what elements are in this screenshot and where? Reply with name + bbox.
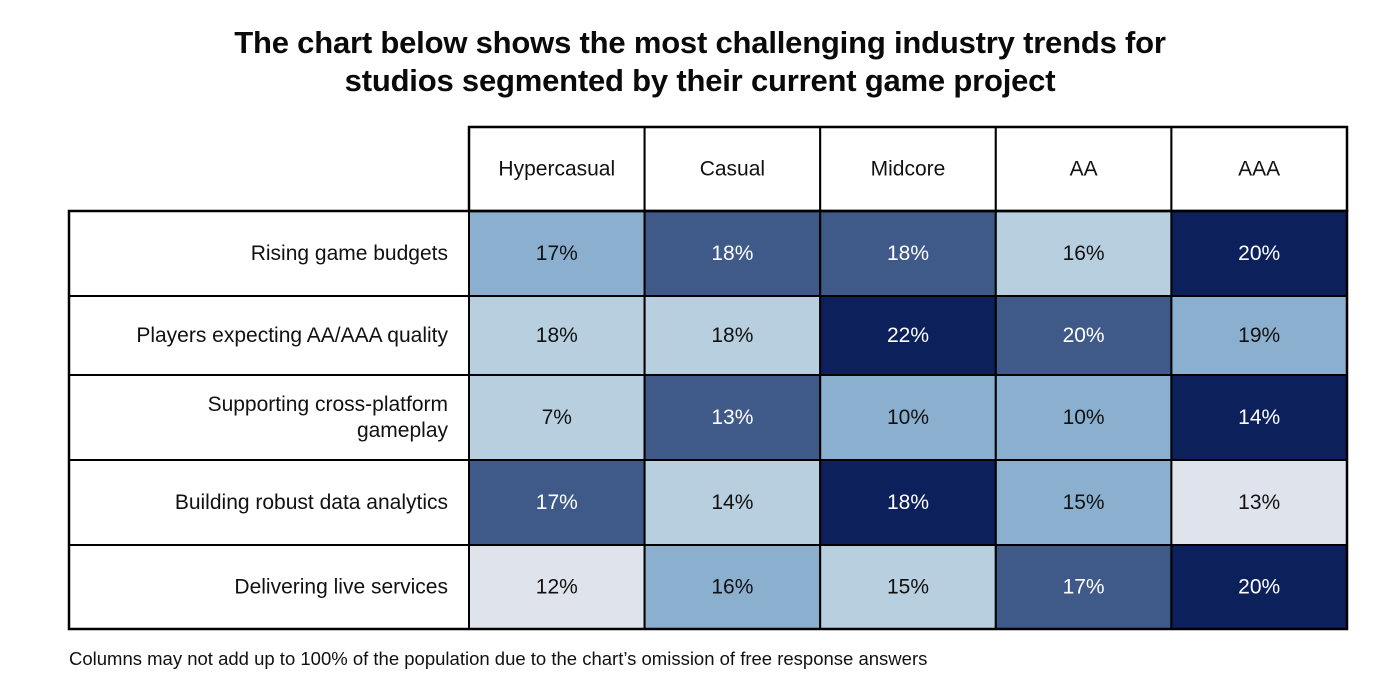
heatmap-cell-value: 20% (1238, 576, 1280, 599)
heatmap-cell-value: 22% (887, 324, 929, 347)
heatmap-cell-value: 18% (887, 491, 929, 514)
body-border (67, 209, 1349, 631)
heatmap-cell (468, 374, 646, 461)
heatmap-cell (994, 210, 1173, 297)
row-label-cell (68, 295, 470, 376)
heatmap-cell-value: 20% (1238, 242, 1280, 265)
heatmap-cell (994, 459, 1173, 546)
heatmap-cell-value: 15% (887, 576, 929, 599)
heatmap-cell-value: 12% (536, 576, 578, 599)
heatmap-cell-value: 18% (536, 324, 578, 347)
row-label: Rising game budgets (251, 242, 448, 265)
heatmap-cell-value: 20% (1063, 324, 1105, 347)
footnote: Columns may not add up to 100% of the po… (69, 648, 928, 669)
heatmap-cell (643, 295, 822, 376)
heatmap-cell-value: 18% (711, 324, 753, 347)
column-header-label: Hypercasual (498, 158, 615, 181)
heatmap-cell (468, 295, 646, 376)
column-header-cell (1170, 126, 1349, 212)
column-header-label: AAA (1238, 158, 1280, 181)
heatmap-cell-value: 17% (1063, 576, 1105, 599)
row-label: Delivering live services (234, 576, 448, 599)
column-header-label: Casual (700, 158, 765, 181)
row-label: gameplay (357, 419, 449, 442)
heatmap-cell-value: 10% (1063, 406, 1105, 429)
heatmap-cell-value: 15% (1063, 491, 1105, 514)
heatmap-cell (643, 210, 822, 297)
column-header-label: AA (1070, 158, 1098, 181)
row-label: Supporting cross-platform (208, 393, 448, 416)
heatmap-cell (994, 374, 1173, 461)
heatmap-cell-value: 16% (1063, 242, 1105, 265)
heatmap-cell-value: 14% (1238, 406, 1280, 429)
heatmap-cell-value: 7% (542, 406, 572, 429)
heatmap-cell-value: 10% (887, 406, 929, 429)
heatmap-cell (819, 544, 997, 630)
row-label: Building robust data analytics (175, 491, 448, 514)
heatmap-cell (1170, 459, 1349, 546)
heatmap-cell (994, 544, 1173, 630)
heatmap-cell-value: 13% (711, 406, 753, 429)
heatmap-cell (1170, 210, 1349, 297)
heatmap-cell-value: 14% (711, 491, 753, 514)
heatmap-cell-value: 17% (536, 242, 578, 265)
row-label: Players expecting AA/AAA quality (136, 324, 448, 347)
heatmap-cell-value: 13% (1238, 491, 1280, 514)
heatmap-cell-value: 16% (711, 576, 753, 599)
row-label-cell (68, 374, 470, 461)
heatmap-cell-value: 18% (711, 242, 753, 265)
heatmap-cell (1170, 295, 1349, 376)
heatmap-cell-value: 17% (536, 491, 578, 514)
heatmap-cell (468, 544, 646, 630)
chart-title-line-2: studios segmented by their current game … (344, 63, 1056, 98)
row-label-cell (68, 210, 470, 297)
column-header-label: Midcore (871, 158, 946, 181)
heatmap-cell (468, 210, 646, 297)
chart-title: The chart below shows the most challengi… (0, 24, 1390, 100)
heatmap-cell (643, 544, 822, 630)
heatmap-cell-value: 18% (887, 242, 929, 265)
heatmap-cell (819, 459, 997, 546)
heatmap-cell-value: 19% (1238, 324, 1280, 347)
heatmap-cell (468, 459, 646, 546)
chart-title-line-1: The chart below shows the most challengi… (234, 25, 1166, 60)
